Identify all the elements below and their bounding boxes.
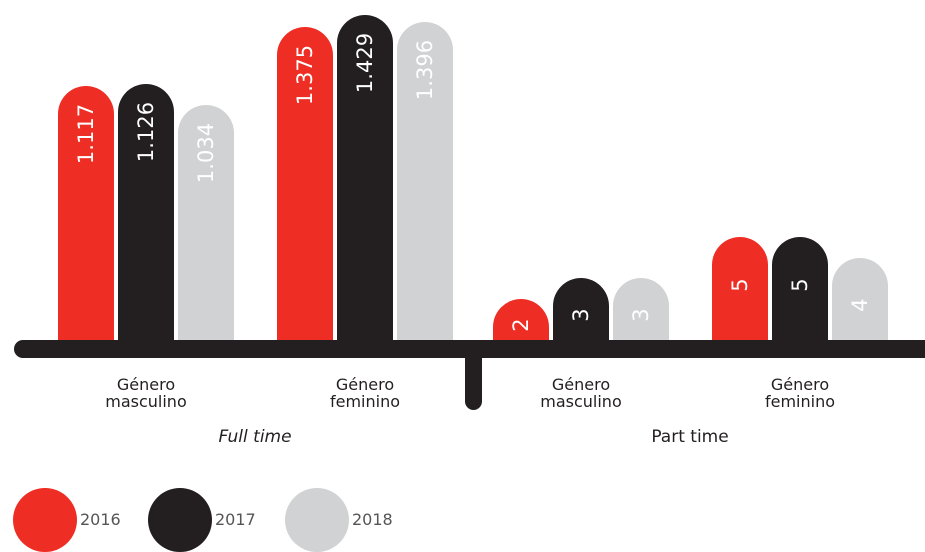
bar: [118, 83, 174, 340]
value-label: 1.034: [194, 122, 218, 183]
value-label: 4: [848, 298, 872, 312]
bar: [277, 27, 333, 340]
value-label: 1.375: [293, 45, 317, 106]
divider: [465, 345, 482, 410]
legend-swatch: [285, 488, 349, 552]
value-label: 1.396: [413, 40, 437, 101]
bar: [553, 278, 609, 340]
legend-label: 2016: [80, 510, 121, 529]
legend-swatch: [13, 488, 77, 552]
bar: [397, 22, 453, 340]
bar: [178, 104, 234, 340]
legend-label: 2017: [215, 510, 256, 529]
x-tick-label: Género masculino: [540, 375, 622, 411]
bar: [58, 85, 114, 340]
bar: [613, 278, 669, 340]
bar: [493, 298, 549, 340]
x-tick-label: Género feminino: [764, 375, 836, 411]
bar: [337, 14, 393, 340]
value-label: 1.429: [353, 32, 377, 93]
value-label: 1.117: [74, 103, 98, 164]
x-tick-label: Género feminino: [329, 375, 401, 411]
bar: [712, 236, 768, 340]
x-tick-label: Género masculino: [105, 375, 187, 411]
group-title: Part time: [651, 427, 729, 447]
value-label: 5: [788, 278, 812, 292]
value-label: 1.126: [134, 101, 158, 162]
group-title: Full time: [218, 427, 292, 447]
value-label: 5: [728, 278, 752, 292]
value-label: 3: [629, 308, 653, 322]
value-label: 3: [569, 308, 593, 322]
bar: [772, 236, 828, 340]
legend-label: 2018: [352, 510, 393, 529]
value-label: 2: [509, 318, 533, 333]
legend-swatch: [148, 488, 212, 552]
bar: [832, 257, 888, 340]
